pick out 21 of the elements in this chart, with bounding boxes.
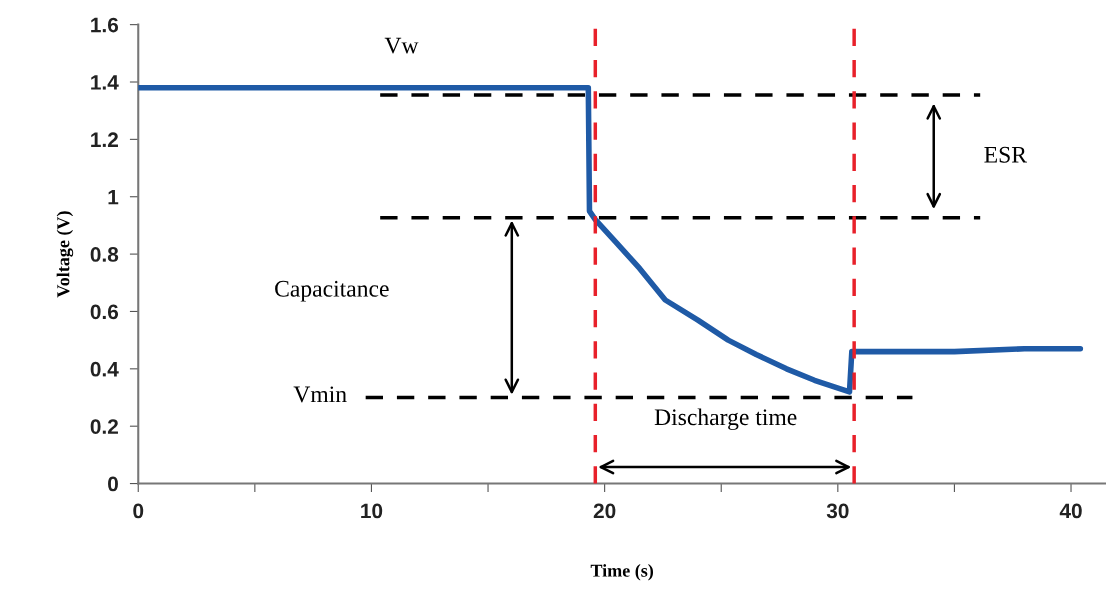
y-tick-label: 1.4 xyxy=(91,75,119,90)
y-tick-label: 1 xyxy=(108,189,119,205)
x-tick-label: 0 xyxy=(133,503,144,519)
y-tick-label: 0.4 xyxy=(90,361,119,377)
x-tick-label: 40 xyxy=(1059,503,1082,519)
annotation: Capacitance xyxy=(275,280,389,302)
y-tick-label: 0.2 xyxy=(90,419,118,434)
annotation: Discharge time xyxy=(654,408,797,431)
y-tick-label: 0.8 xyxy=(90,247,119,262)
annotation: Vmin xyxy=(293,386,347,403)
x-tick-label: 30 xyxy=(826,503,849,519)
y-tick-label: 1.2 xyxy=(91,132,118,147)
y-tick-label: 0.6 xyxy=(90,304,119,320)
x-tick-label: 10 xyxy=(361,503,383,519)
annotation: ESR xyxy=(984,146,1027,163)
x-tick-label: 20 xyxy=(593,503,616,519)
y-tick-label: 0 xyxy=(108,476,118,492)
y-axis-title: Voltage (V) xyxy=(56,211,74,298)
x-axis-title: Time (s) xyxy=(590,564,654,581)
y-tick-label: 1.6 xyxy=(91,17,119,33)
annotation: Vw xyxy=(384,37,419,54)
